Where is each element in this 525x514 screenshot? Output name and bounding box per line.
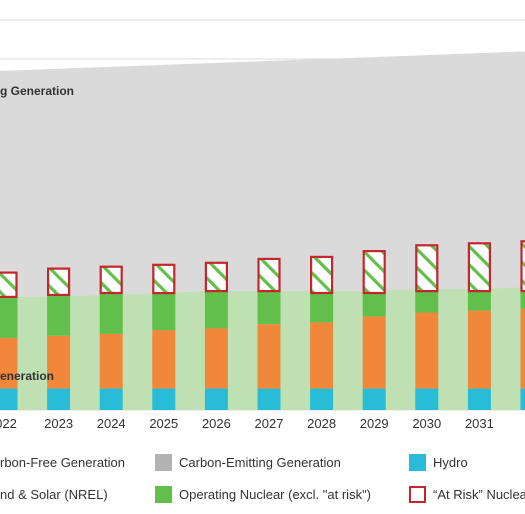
- bar-at_risk_nuclear-2029: [362, 250, 386, 295]
- legend-item-hydro: Hydro: [409, 454, 468, 471]
- bar-at_risk_nuclear-2022: [0, 271, 18, 299]
- bar-operating_nuclear-2028: [310, 293, 334, 323]
- bar-at_risk_nuclear-2027: [257, 257, 281, 293]
- bar-wind_solar-2029: [362, 316, 386, 389]
- bar-at_risk_nuclear-2032: [520, 240, 525, 293]
- x-tick-label-2023: 2023: [44, 416, 73, 431]
- x-tick-label-2026: 2026: [202, 416, 231, 431]
- legend-label-operating-nuclear: Operating Nuclear (excl. "at risk"): [179, 487, 372, 502]
- bar-hydro-2029: [362, 388, 386, 410]
- legend-item-at-risk-nuclear: “At Risk” Nuclea: [409, 486, 525, 503]
- legend-swatch-operating-nuclear: [155, 486, 172, 503]
- legend-label-carbon-free: rbon-Free Generation: [0, 455, 126, 470]
- bar-operating_nuclear-2024: [99, 293, 123, 334]
- bar-wind_solar-2025: [152, 330, 176, 389]
- bar-operating_nuclear-2026: [204, 291, 228, 329]
- bar-hydro-2022: [0, 388, 18, 410]
- bar-hydro-2024: [99, 388, 123, 410]
- legend-item-operating-nuclear: Operating Nuclear (excl. "at risk"): [155, 486, 371, 503]
- bar-operating_nuclear-2029: [362, 293, 386, 317]
- legend-label-wind-solar: nd & Solar (NREL): [0, 487, 108, 502]
- x-tick-label-2022: 022: [0, 416, 17, 431]
- bar-hydro-2026: [204, 388, 228, 410]
- bar-wind_solar-2024: [99, 333, 123, 389]
- bar-wind_solar-2022: [0, 337, 18, 389]
- bar-hydro-2025: [152, 388, 176, 410]
- bar-at_risk_nuclear-2026: [204, 261, 228, 293]
- generation-chart: 0222023202420252026202720282029203020312…: [0, 19, 525, 431]
- x-tick-label-2031: 2031: [465, 416, 494, 431]
- bar-wind_solar-2032: [520, 308, 525, 389]
- legend: rbon-Free Generation Carbon-Emitting Gen…: [0, 448, 525, 514]
- bar-wind_solar-2028: [310, 322, 334, 389]
- legend-swatch-at-risk-nuclear: [409, 486, 426, 503]
- legend-label-hydro: Hydro: [433, 455, 468, 470]
- bar-operating_nuclear-2023: [47, 294, 71, 336]
- legend-item-wind-solar: nd & Solar (NREL): [0, 487, 108, 502]
- bar-operating_nuclear-2030: [415, 291, 439, 313]
- x-tick-label-2030: 2030: [412, 416, 441, 431]
- x-tick-label-2027: 2027: [255, 416, 284, 431]
- legend-item-carbon-emitting: Carbon-Emitting Generation: [155, 454, 341, 471]
- bar-hydro-2030: [415, 388, 439, 410]
- x-tick-label-2028: 2028: [307, 416, 336, 431]
- legend-label-carbon-emitting: Carbon-Emitting Generation: [179, 455, 341, 470]
- bar-operating_nuclear-2027: [257, 291, 281, 325]
- bar-operating_nuclear-2025: [152, 293, 176, 331]
- bar-wind_solar-2023: [47, 335, 71, 389]
- bar-wind_solar-2026: [204, 328, 228, 389]
- bar-hydro-2023: [47, 388, 71, 410]
- x-axis-ticks: 0222023202420252026202720282029203020312: [0, 416, 494, 431]
- x-tick-label-2025: 2025: [149, 416, 178, 431]
- bar-layer: [0, 240, 525, 410]
- bar-at_risk_nuclear-2023: [46, 267, 71, 297]
- area-label-carbon-emitting: g Generation: [0, 84, 74, 98]
- bar-at_risk_nuclear-2025: [152, 263, 176, 295]
- bar-wind_solar-2031: [467, 310, 491, 389]
- bar-operating_nuclear-2022: [0, 296, 18, 338]
- bar-hydro-2028: [310, 388, 334, 410]
- bar-at_risk_nuclear-2030: [415, 244, 439, 293]
- bar-at_risk_nuclear-2024: [99, 265, 123, 295]
- bar-wind_solar-2030: [415, 312, 439, 389]
- area-labels: g Generation eneration: [0, 84, 74, 383]
- x-tick-label-2029: 2029: [360, 416, 389, 431]
- bar-operating_nuclear-2032: [520, 291, 525, 309]
- bar-at_risk_nuclear-2031: [467, 242, 491, 293]
- x-tick-label-2024: 2024: [97, 416, 126, 431]
- area-label-carbon-free: eneration: [0, 369, 54, 383]
- bar-at_risk_nuclear-2028: [310, 255, 334, 295]
- bar-hydro-2027: [257, 388, 281, 410]
- bar-hydro-2031: [467, 388, 491, 410]
- legend-label-at-risk-nuclear: “At Risk” Nuclea: [433, 487, 525, 502]
- bar-operating_nuclear-2031: [467, 291, 491, 311]
- legend-item-carbon-free: rbon-Free Generation: [0, 455, 125, 470]
- bar-hydro-2032: [520, 388, 525, 410]
- legend-swatch-carbon-emitting: [155, 454, 172, 471]
- bar-wind_solar-2027: [257, 324, 281, 389]
- legend-swatch-hydro: [409, 454, 426, 471]
